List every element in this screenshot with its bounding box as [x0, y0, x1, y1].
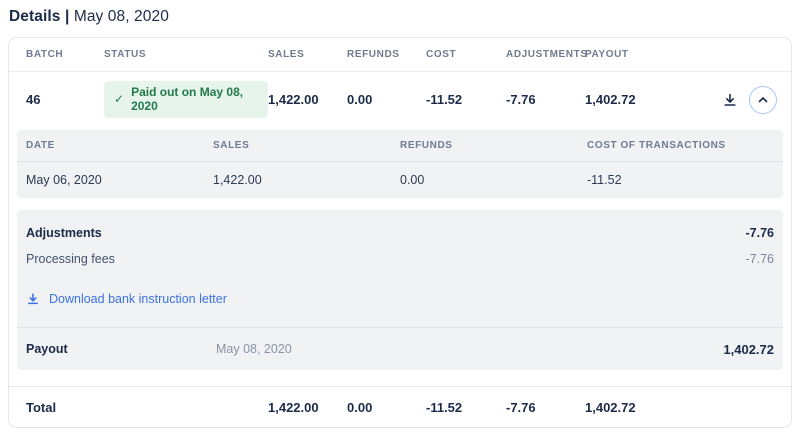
row-sales-value: 1,422.00: [268, 92, 319, 107]
total-cost: -11.52: [426, 399, 463, 415]
batch-row[interactable]: 46 ✓ Paid out on May 08, 2020 1,422.00 0…: [9, 72, 791, 127]
column-header-batch: BATCH: [26, 49, 64, 60]
table-header-row: BATCH STATUS SALES REFUNDS COST ADJUSTME…: [9, 38, 791, 72]
details-header-row: DATE SALES REFUNDS COST OF TRANSACTIONS: [17, 130, 783, 162]
download-bank-letter-link[interactable]: Download bank instruction letter: [26, 292, 227, 306]
daily-details-block: DATE SALES REFUNDS COST OF TRANSACTIONS …: [17, 130, 783, 198]
column-header-payout: PAYOUT: [585, 49, 629, 60]
details-row: May 06, 2020 1,422.00 0.00 -11.52: [17, 162, 783, 198]
details-date: May 06, 2020: [26, 173, 102, 187]
total-label: Total: [26, 399, 57, 415]
payout-row: Payout May 08, 2020 1,402.72: [17, 327, 783, 370]
batch-number: 46: [26, 92, 41, 107]
total-sales: 1,422.00: [268, 399, 319, 415]
column-header-status: STATUS: [104, 49, 147, 60]
details-sales: 1,422.00: [213, 173, 262, 187]
payout-label: Payout: [26, 342, 68, 356]
total-adjustments: -7.76: [506, 399, 536, 415]
collapse-row-button[interactable]: [749, 85, 777, 114]
details-header-cost: COST OF TRANSACTIONS: [587, 140, 726, 151]
adjustments-total-row: Adjustments -7.76: [26, 223, 774, 243]
adjustment-item-label: Processing fees: [26, 252, 115, 266]
column-header-sales: SALES: [268, 49, 305, 60]
total-payout: 1,402.72: [585, 399, 636, 415]
download-icon: [722, 92, 738, 108]
page-title-separator: |: [64, 8, 70, 25]
page-title-date: May 08, 2020: [73, 8, 169, 25]
total-row: Total 1,422.00 0.00 -11.52 -7.76 1,402.7…: [9, 386, 791, 427]
row-cost-value: -11.52: [426, 92, 463, 107]
adjustments-title: Adjustments: [26, 226, 102, 240]
payout-date: May 08, 2020: [216, 342, 292, 356]
download-report-button[interactable]: [722, 92, 738, 108]
download-icon: [26, 292, 40, 306]
adjustments-total-amount: -7.76: [745, 226, 775, 240]
column-header-cost: COST: [426, 49, 457, 60]
download-bank-letter-label: Download bank instruction letter: [49, 292, 227, 306]
status-badge: ✓ Paid out on May 08, 2020: [104, 81, 268, 118]
payout-amount: 1,402.72: [723, 341, 774, 357]
column-header-refunds: REFUNDS: [347, 49, 400, 60]
total-refunds: 0.00: [347, 399, 373, 415]
adjustments-block: Adjustments -7.76 Processing fees -7.76 …: [17, 210, 783, 370]
adjustment-item-amount: -7.76: [745, 252, 775, 266]
adjustment-item-row: Processing fees -7.76: [26, 249, 774, 269]
details-refunds: 0.00: [400, 173, 425, 187]
details-header-date: DATE: [26, 140, 55, 151]
status-badge-label: Paid out on May 08, 2020: [131, 85, 244, 113]
details-header-refunds: REFUNDS: [400, 140, 453, 151]
check-icon: ✓: [114, 92, 125, 106]
page-title: Details | May 08, 2020: [9, 8, 792, 26]
details-cost: -11.52: [587, 173, 622, 187]
column-header-adjustments: ADJUSTMENTS: [506, 49, 588, 60]
chevron-up-icon: [757, 94, 769, 106]
page-title-text: Details: [9, 8, 61, 25]
row-payout-value: 1,402.72: [585, 92, 636, 107]
row-adjustments-value: -7.76: [506, 92, 536, 107]
row-refunds-value: 0.00: [347, 92, 373, 107]
payout-details-card: BATCH STATUS SALES REFUNDS COST ADJUSTME…: [8, 37, 792, 428]
details-header-sales: SALES: [213, 140, 250, 151]
